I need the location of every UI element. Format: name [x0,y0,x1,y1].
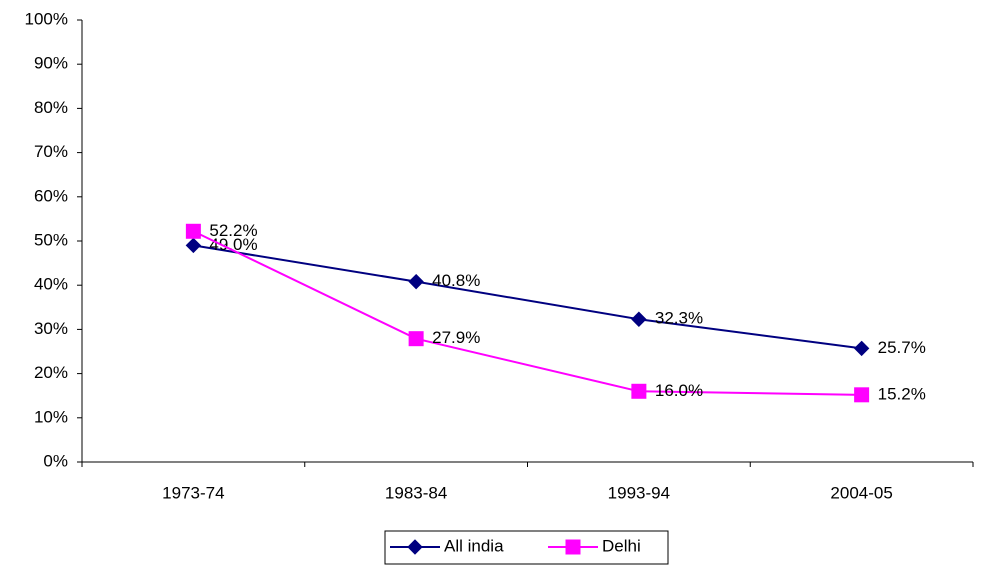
x-tick-label: 1983-84 [385,483,447,502]
legend-marker [407,539,423,555]
y-tick-label: 80% [34,98,68,117]
legend-marker [565,539,581,555]
data-point [854,387,870,403]
x-tick-label: 1993-94 [608,483,670,502]
data-label: 27.9% [432,328,480,347]
data-label: 25.7% [878,338,926,357]
y-tick-label: 30% [34,319,68,338]
data-label: 15.2% [878,384,926,403]
y-tick-label: 90% [34,54,68,73]
legend-label: Delhi [602,536,641,555]
data-label: 52.2% [209,221,257,240]
data-point [408,273,424,290]
data-point [408,331,424,347]
data-label: 40.8% [432,271,480,290]
data-point [185,223,201,239]
y-tick-label: 100% [25,9,68,28]
y-tick-label: 40% [34,275,68,294]
data-label: 49.0% [209,235,257,254]
data-point [631,311,647,327]
series-line [193,244,862,350]
legend-label: All india [444,536,504,555]
series-line [192,230,862,396]
data-label: 16.0% [655,381,703,400]
data-point [631,383,647,399]
y-tick-label: 50% [34,230,68,249]
data-point [185,237,202,254]
y-tick-label: 20% [34,363,68,382]
x-tick-label: 2004-05 [830,483,892,502]
y-tick-label: 60% [34,186,68,205]
x-tick-label: 1973-74 [162,483,224,502]
y-tick-label: 70% [34,142,68,161]
y-tick-label: 10% [34,407,68,426]
data-point [853,340,870,357]
y-tick-label: 0% [43,451,68,470]
data-label: 32.3% [655,309,703,328]
